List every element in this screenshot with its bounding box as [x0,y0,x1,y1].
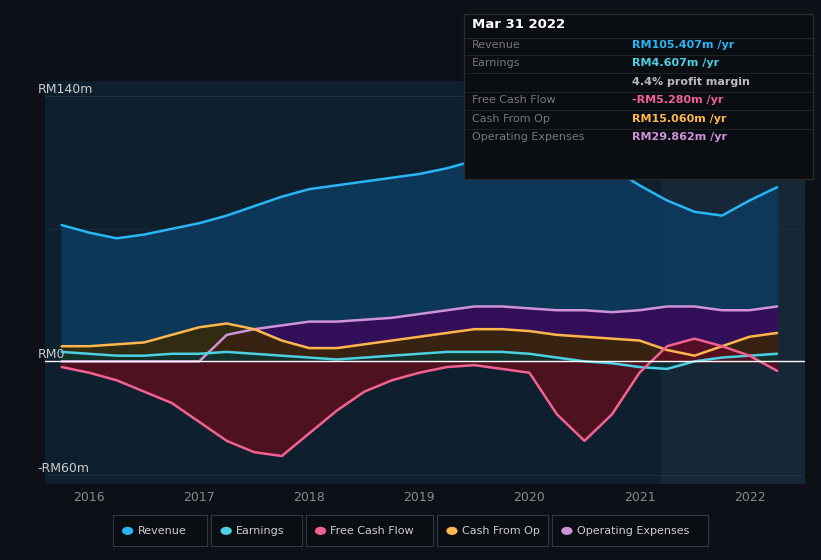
Text: RM105.407m /yr: RM105.407m /yr [632,40,735,50]
Text: Operating Expenses: Operating Expenses [576,526,689,536]
Text: Earnings: Earnings [472,58,521,68]
Text: RM15.060m /yr: RM15.060m /yr [632,114,727,124]
Text: Cash From Op: Cash From Op [472,114,550,124]
Text: RM29.862m /yr: RM29.862m /yr [632,132,727,142]
Text: Revenue: Revenue [137,526,186,536]
Bar [662,81,805,484]
Text: Free Cash Flow: Free Cash Flow [330,526,414,536]
Text: Operating Expenses: Operating Expenses [472,132,585,142]
Text: Earnings: Earnings [236,526,285,536]
Text: Free Cash Flow: Free Cash Flow [472,95,556,105]
Text: RM4.607m /yr: RM4.607m /yr [632,58,719,68]
Text: Revenue: Revenue [472,40,521,50]
Text: RM140m: RM140m [38,83,93,96]
Text: RM0: RM0 [38,348,65,361]
Text: -RM60m: -RM60m [38,462,89,475]
Text: 4.4% profit margin: 4.4% profit margin [632,77,750,87]
Text: -RM5.280m /yr: -RM5.280m /yr [632,95,723,105]
Text: Mar 31 2022: Mar 31 2022 [472,18,565,31]
Text: Cash From Op: Cash From Op [461,526,539,536]
